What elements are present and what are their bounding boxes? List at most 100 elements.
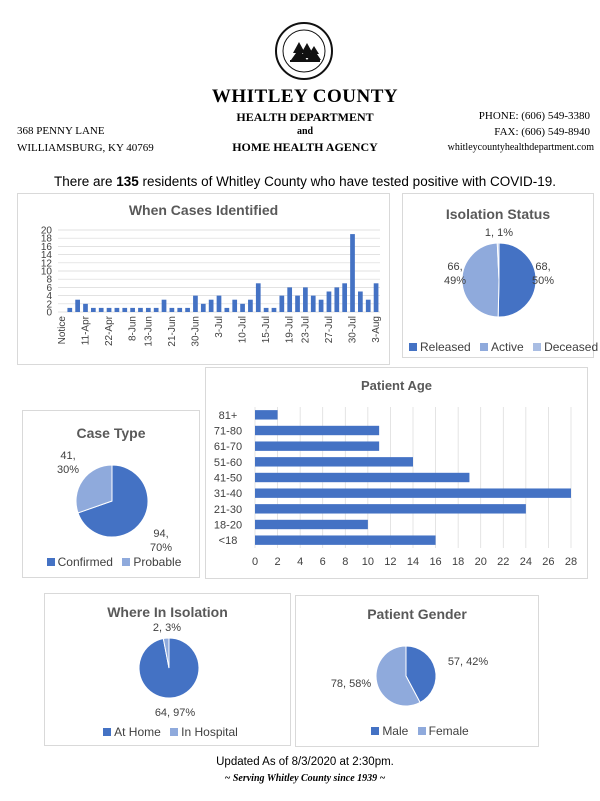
x-tick-label: 8: [342, 556, 348, 568]
y-tick-label: 10: [41, 267, 53, 278]
y-tick-label: 14: [41, 250, 53, 261]
where-isolation-title: Where In Isolation: [107, 604, 228, 620]
age-bar: [255, 425, 380, 436]
y-tick-label: 2: [46, 299, 52, 310]
case-type-title: Case Type: [76, 425, 146, 441]
case-bar: [224, 307, 230, 312]
age-category-label: <18: [219, 535, 238, 547]
where-isolation-panel: Where In Isolation 64, 97% 2, 3% At Home …: [44, 593, 291, 746]
x-tick-label: 6: [320, 556, 326, 568]
y-tick-label: 6: [46, 283, 52, 294]
age-category-label: 71-80: [214, 426, 242, 438]
case-bar: [240, 303, 245, 312]
isolation-slice-label: 1, 1%: [485, 227, 513, 239]
fax: FAX: (606) 549-8940: [494, 126, 590, 138]
legend-released: Released: [420, 340, 471, 354]
legend-swatch-confirmed: [46, 558, 55, 566]
x-tick-label: 10: [362, 556, 374, 568]
legend-swatch-active: [480, 343, 489, 351]
gender-slice-label: 78, 58%: [331, 678, 372, 690]
case-bar: [130, 307, 135, 312]
case-type-slice-label: 94, 70%: [150, 528, 172, 554]
x-tick-label: 2: [275, 556, 281, 568]
case-bar: [208, 299, 214, 312]
case-bar: [255, 283, 261, 312]
case-bar: [67, 307, 73, 312]
case-bar: [232, 299, 238, 312]
age-category-label: 61-70: [214, 441, 242, 453]
x-tick-label: 21-Jun: [167, 316, 178, 347]
case-type-panel: Case Type 94, 70% 41, 30% Confirmed Probabl…: [22, 410, 200, 578]
legend-swatch-at-home: [103, 728, 112, 736]
gender-slice-label: 57, 42%: [448, 656, 489, 668]
x-tick-label: 15-Jul: [261, 316, 272, 343]
case-type-slice-label: 41, 30%: [57, 450, 79, 476]
age-bar: [255, 535, 436, 545]
case-bar: [342, 283, 348, 312]
where-isolation-legend: At Home In Hospital: [45, 725, 290, 739]
case-bar: [177, 307, 183, 312]
patient-age-chart: 0 2 4 6 8 10 12 14 16 18 20 22 24 26 2881+71-8061-7051…: [214, 407, 577, 568]
x-tick-label: 27-Jul: [324, 316, 335, 343]
isolation-status-panel: Isolation Status 68, 50% 66, 49% 1, 1% Relea…: [402, 193, 598, 358]
x-tick-label: Notice: [57, 316, 68, 345]
y-tick-label: 18: [41, 234, 53, 245]
age-bar: [255, 488, 571, 498]
y-tick-label: 16: [41, 242, 53, 253]
case-type-legend: Confirmed Probable: [23, 555, 199, 569]
age-category-label: 41-50: [214, 473, 242, 485]
headline-suffix: residents of Whitley County who have tes…: [138, 174, 556, 189]
updated-note: Updated As of 8/3/2020 at 2:30pm.: [216, 756, 394, 768]
x-tick-label: 28: [565, 556, 577, 568]
age-category-label: 51-60: [214, 457, 242, 469]
case-bar: [216, 295, 222, 312]
legend-female: Female: [428, 724, 469, 738]
case-bar: [271, 307, 277, 312]
case-bar: [75, 299, 80, 312]
x-tick-label: 19-Jul: [285, 316, 296, 343]
patient-gender-panel: Patient Gender 57, 42% 78, 58% Male Femal…: [295, 595, 539, 747]
x-tick-label: 18: [452, 556, 464, 568]
case-bar: [303, 287, 308, 312]
case-bar: [200, 303, 206, 312]
case-bar: [169, 307, 175, 312]
case-bar: [279, 295, 285, 312]
x-tick-label: 30-Jul: [348, 316, 359, 343]
x-tick-label: 4: [297, 556, 303, 568]
isolation-slice-label: 66, 49%: [444, 261, 466, 287]
legend-in-hospital: In Hospital: [181, 725, 238, 739]
case-bar: [373, 283, 379, 312]
when-cases-title: When Cases Identified: [128, 202, 279, 218]
patient-gender-title: Patient Gender: [367, 606, 467, 622]
case-bar: [90, 307, 96, 312]
x-tick-label: 12: [384, 556, 396, 568]
case-bar: [318, 299, 324, 312]
case-bar: [122, 307, 128, 312]
x-tick-label: 22-Apr: [104, 315, 115, 346]
x-tick-label: 23-Jul: [300, 316, 311, 343]
x-tick-label: 10-Jul: [238, 316, 249, 343]
where-isolation-slice-label: 64, 97%: [155, 707, 196, 719]
x-tick-label: 20: [475, 556, 487, 568]
where-isolation-slice-in-hospital: [162, 637, 170, 669]
legend-swatch-male: [371, 727, 380, 735]
legend-male: Male: [382, 724, 409, 738]
gender-slice-female: [375, 645, 421, 707]
case-bar: [263, 307, 269, 312]
legend-swatch-released: [409, 343, 417, 351]
age-bar: [255, 504, 526, 514]
where-isolation-chart: 64, 97% 2, 3%: [138, 622, 200, 719]
legend-confirmed: Confirmed: [57, 555, 113, 569]
headline-count: 135: [116, 174, 139, 189]
age-bar: [255, 441, 380, 451]
x-tick-label: 11-Apr: [80, 315, 91, 345]
case-type-chart: 94, 70% 41, 30%: [57, 450, 172, 554]
case-bar: [365, 299, 371, 312]
legend-deceased: Deceased: [544, 340, 599, 354]
case-bar: [287, 287, 293, 312]
address-line2: WILLIAMSBURG, KY 40769: [17, 142, 154, 154]
age-category-label: 21-30: [214, 504, 242, 516]
gender-slice-male: [405, 645, 437, 704]
age-category-label: 31-40: [214, 488, 242, 500]
headline-prefix: There are: [53, 174, 117, 189]
